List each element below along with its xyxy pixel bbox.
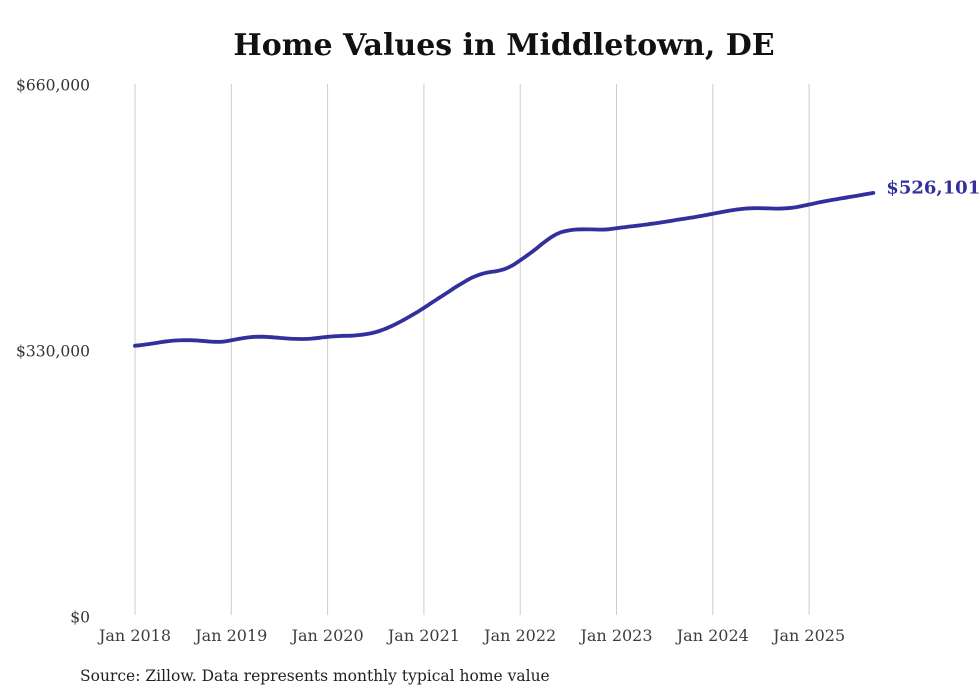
- y-tick-label-2: $660,000: [16, 77, 90, 95]
- y-axis-tick-labels: $0 $330,000 $660,000: [16, 77, 90, 627]
- x-tick-label-7: Jan 2025: [771, 626, 845, 645]
- y-tick-label-0: $0: [70, 609, 90, 627]
- x-tick-label-1: Jan 2019: [193, 626, 267, 645]
- x-tick-label-3: Jan 2021: [386, 626, 460, 645]
- latest-value-label: $526,101: [886, 177, 980, 198]
- x-tick-label-4: Jan 2022: [482, 626, 556, 645]
- source-note: Source: Zillow. Data represents monthly …: [80, 667, 550, 685]
- chart-title: Home Values in Middletown, DE: [233, 28, 774, 63]
- x-tick-label-5: Jan 2023: [578, 626, 652, 645]
- x-axis-tick-labels: Jan 2018 Jan 2019 Jan 2020 Jan 2021 Jan 2022…: [97, 626, 845, 645]
- y-tick-label-1: $330,000: [16, 343, 90, 361]
- home-value-line: [133, 191, 876, 348]
- x-tick-label-2: Jan 2020: [290, 626, 364, 645]
- x-tick-label-0: Jan 2018: [97, 626, 171, 645]
- gridlines: [134, 84, 810, 615]
- x-tick-label-6: Jan 2024: [675, 626, 749, 645]
